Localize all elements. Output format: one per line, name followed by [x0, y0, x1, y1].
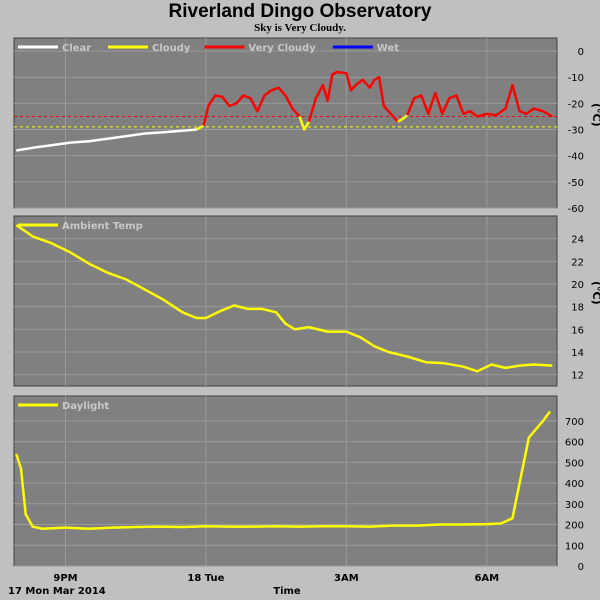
y-tick-label: 20: [571, 280, 584, 291]
legend-label: Clear: [62, 43, 91, 54]
y-tick-label: -60: [568, 204, 584, 215]
sky-status: Sky is Very Cloudy.: [254, 22, 346, 34]
y-tick-label: 16: [571, 325, 584, 336]
y-tick-label: 100: [565, 541, 584, 552]
series-line-cloudy: [397, 114, 408, 123]
series-line-clear: [16, 128, 197, 152]
panel-3-plot-area: [13, 395, 558, 567]
y-tick-label: 600: [565, 438, 584, 449]
series-line-very-cloudy: [307, 70, 399, 123]
y-tick-label: 200: [565, 521, 584, 532]
y-tick-label: 0: [578, 562, 584, 573]
legend-label: Very Cloudy: [248, 43, 316, 54]
y-tick-label: 500: [565, 458, 584, 469]
y-tick-label: 14: [571, 348, 584, 359]
y-unit-label: (°C): [590, 281, 600, 305]
y-tick-label: 400: [565, 479, 584, 490]
y-tick-label: 700: [565, 417, 584, 428]
y-tick-label: -20: [568, 99, 584, 110]
y-tick-label: -40: [568, 152, 584, 163]
series-line-daylight: [15, 410, 552, 530]
y-tick-label: 22: [571, 257, 584, 268]
series-line-ambient-temp: [15, 224, 553, 373]
series-line-very-cloudy: [406, 83, 553, 118]
y-unit-label: (°C): [590, 103, 600, 127]
x-tick-label: 3AM: [334, 573, 359, 584]
y-tick-label: 24: [571, 235, 584, 246]
legend-label: Daylight: [62, 401, 109, 412]
y-tick-label: -50: [568, 178, 584, 189]
x-tick-label: 6AM: [474, 573, 499, 584]
y-tick-label: -30: [568, 126, 584, 137]
series-line-very-cloudy: [202, 86, 301, 126]
panel-1-plot-area: [13, 37, 558, 209]
legend-label: Cloudy: [152, 43, 191, 54]
page-title: Riverland Dingo Observatory: [168, 1, 432, 22]
y-tick-label: 300: [565, 500, 584, 511]
date-label: 17 Mon Mar 2014: [8, 586, 106, 597]
series-line-cloudy: [195, 124, 205, 131]
series-line-cloudy: [298, 116, 310, 131]
y-tick-label: 18: [571, 303, 584, 314]
legend-label: Wet: [377, 43, 399, 54]
y-tick-label: 0: [578, 47, 584, 58]
y-tick-label: 12: [571, 371, 584, 382]
x-axis-label: Time: [273, 586, 301, 597]
y-tick-label: -10: [568, 73, 584, 84]
panel-2-plot-area: [13, 215, 558, 387]
legend-label: Ambient Temp: [62, 221, 143, 232]
x-tick-label: 18 Tue: [187, 573, 224, 584]
x-tick-label: 9PM: [53, 573, 77, 584]
